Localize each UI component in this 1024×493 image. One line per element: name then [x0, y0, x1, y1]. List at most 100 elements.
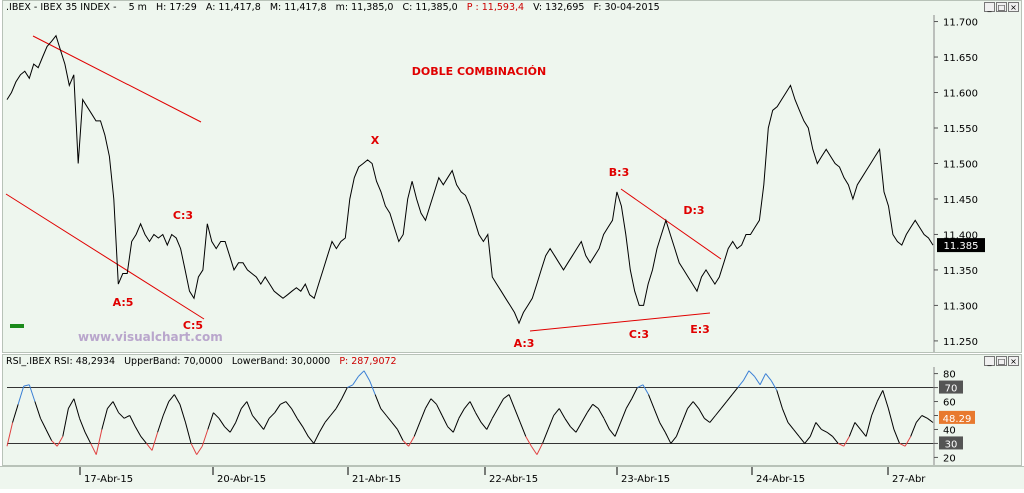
price-chart[interactable]: A:5 C:3 C:5 X A:3 B:3 C:3 D:3 E:3 DOBLE COMBINAC… [3, 1, 1021, 352]
price-tick-label: 11.700 [943, 18, 978, 29]
rsi-segment [514, 408, 521, 423]
rsi-tick-label: 20 [943, 453, 956, 464]
rsi-label: RSI_.IBEX RSI: 48,2934 [6, 356, 115, 367]
rsi-segment [882, 390, 889, 409]
rsi-segment [458, 408, 465, 419]
rsi-segment [614, 422, 622, 437]
rsi-segment [759, 373, 767, 385]
rsi-segment [553, 408, 560, 416]
rsi-segment [424, 398, 432, 409]
rsi-segment [637, 384, 644, 389]
rsi-segment [536, 443, 543, 455]
close-button[interactable]: × [1008, 2, 1019, 12]
rsi-segment [503, 394, 510, 400]
volume-marker [10, 324, 24, 328]
rsi-pane[interactable]: RSI_.IBEX RSI: 48,2934 UpperBand: 70,000… [2, 354, 1022, 466]
rsi-segment [776, 390, 783, 409]
rsi-segment [781, 408, 789, 423]
rsi-segment [95, 429, 103, 455]
rsi-segment [302, 426, 309, 437]
minimize-button[interactable]: _ [984, 2, 995, 12]
wave-label: C:3 [173, 209, 193, 222]
rsi-segment [899, 442, 906, 447]
rsi-segment [307, 436, 315, 444]
rsi-segment [659, 422, 666, 433]
rsi-segment [380, 408, 387, 416]
rsi-segment [224, 426, 231, 433]
rsi-segment [837, 442, 844, 447]
rsi-segment [821, 429, 828, 433]
bar-time: H: 17:29 [156, 2, 197, 13]
wave-label: B:3 [609, 166, 629, 179]
volume-value: V: 132,695 [533, 2, 585, 13]
time-tick-label: 27-Abr [892, 474, 926, 485]
rsi-segment [324, 415, 331, 423]
rsi-segment [79, 418, 86, 433]
rsi-segment [848, 422, 856, 437]
rsi-last-badge [939, 410, 975, 424]
rsi-segment [34, 401, 41, 419]
rsi-segment [915, 415, 923, 423]
rsi-segment [765, 373, 772, 381]
rsi-minimize-button[interactable]: _ [984, 356, 995, 366]
rsi-segment [358, 370, 365, 377]
price-pane[interactable]: .IBEX - IBEX 35 INDEX - 5 m H: 17:29 A: … [2, 0, 1022, 353]
time-axis-svg: 17-Abr-15 20-Abr-15 21-Abr-15 22-Abr-15 23-A… [79, 467, 926, 485]
time-tick-label: 22-Abr-15 [489, 474, 538, 485]
chart-title: DOBLE COMBINACIÓN [412, 65, 547, 78]
rsi-segment [793, 429, 800, 437]
rsi-segment [871, 401, 878, 416]
wave-label: C:5 [183, 319, 203, 332]
rsi-segment [748, 370, 755, 377]
rsi-segment [904, 436, 912, 447]
rsi-segment [664, 432, 672, 444]
rsi-segment [675, 422, 683, 437]
rsi-segment [90, 443, 97, 455]
rsi-segment [698, 408, 705, 419]
rsi-lower-band: LowerBand: 30,0000 [231, 356, 331, 367]
triangle-lower-line [529, 312, 711, 332]
rsi-segment [190, 443, 198, 455]
rsi-segment [798, 436, 806, 444]
rsi-segment [347, 384, 354, 389]
rsi-tick-label: 60 [943, 398, 956, 409]
rsi-segment [754, 376, 761, 386]
rsi-segment [112, 401, 120, 413]
rsi-segment [525, 436, 532, 447]
rsi-segment [179, 404, 186, 423]
price-tick-label: 11.250 [943, 337, 978, 348]
rsi-segment [67, 398, 75, 409]
wave-label: X [371, 134, 380, 147]
maximize-button[interactable]: □ [996, 2, 1007, 12]
rsi-lower-badge-label: 30 [945, 439, 958, 450]
rsi-chart[interactable]: 80706050403020703048.29 [3, 355, 1021, 465]
rsi-segment [84, 432, 92, 444]
rsi-segment [592, 403, 599, 409]
high-value: M: 11,417,8 [269, 2, 327, 13]
rsi-segment [558, 408, 566, 419]
rsi-segment [860, 429, 867, 437]
rsi-segment [609, 429, 616, 437]
rsi-segment [280, 401, 287, 405]
wave-label: A:5 [113, 296, 134, 309]
rsi-segment [263, 418, 270, 430]
rsi-segment [285, 401, 292, 409]
rsi-close-button[interactable]: × [1008, 356, 1019, 366]
rsi-upper-badge [939, 380, 963, 394]
rsi-maximize-button[interactable]: □ [996, 356, 1007, 366]
rsi-segment [123, 415, 130, 419]
rsi-segment [274, 404, 281, 413]
rsi-segment [369, 380, 376, 395]
rsi-segment [151, 432, 159, 451]
rsi-segment [447, 426, 454, 433]
rsi-segment [910, 422, 917, 437]
rsi-segment [313, 432, 320, 444]
rsi-segment [648, 394, 655, 409]
rsi-segment [374, 394, 382, 409]
channel-upper-line [32, 35, 202, 123]
rsi-segment [45, 429, 53, 441]
rsi-segment [876, 390, 884, 402]
rsi-segment [452, 418, 460, 433]
rsi-segment [140, 436, 147, 444]
